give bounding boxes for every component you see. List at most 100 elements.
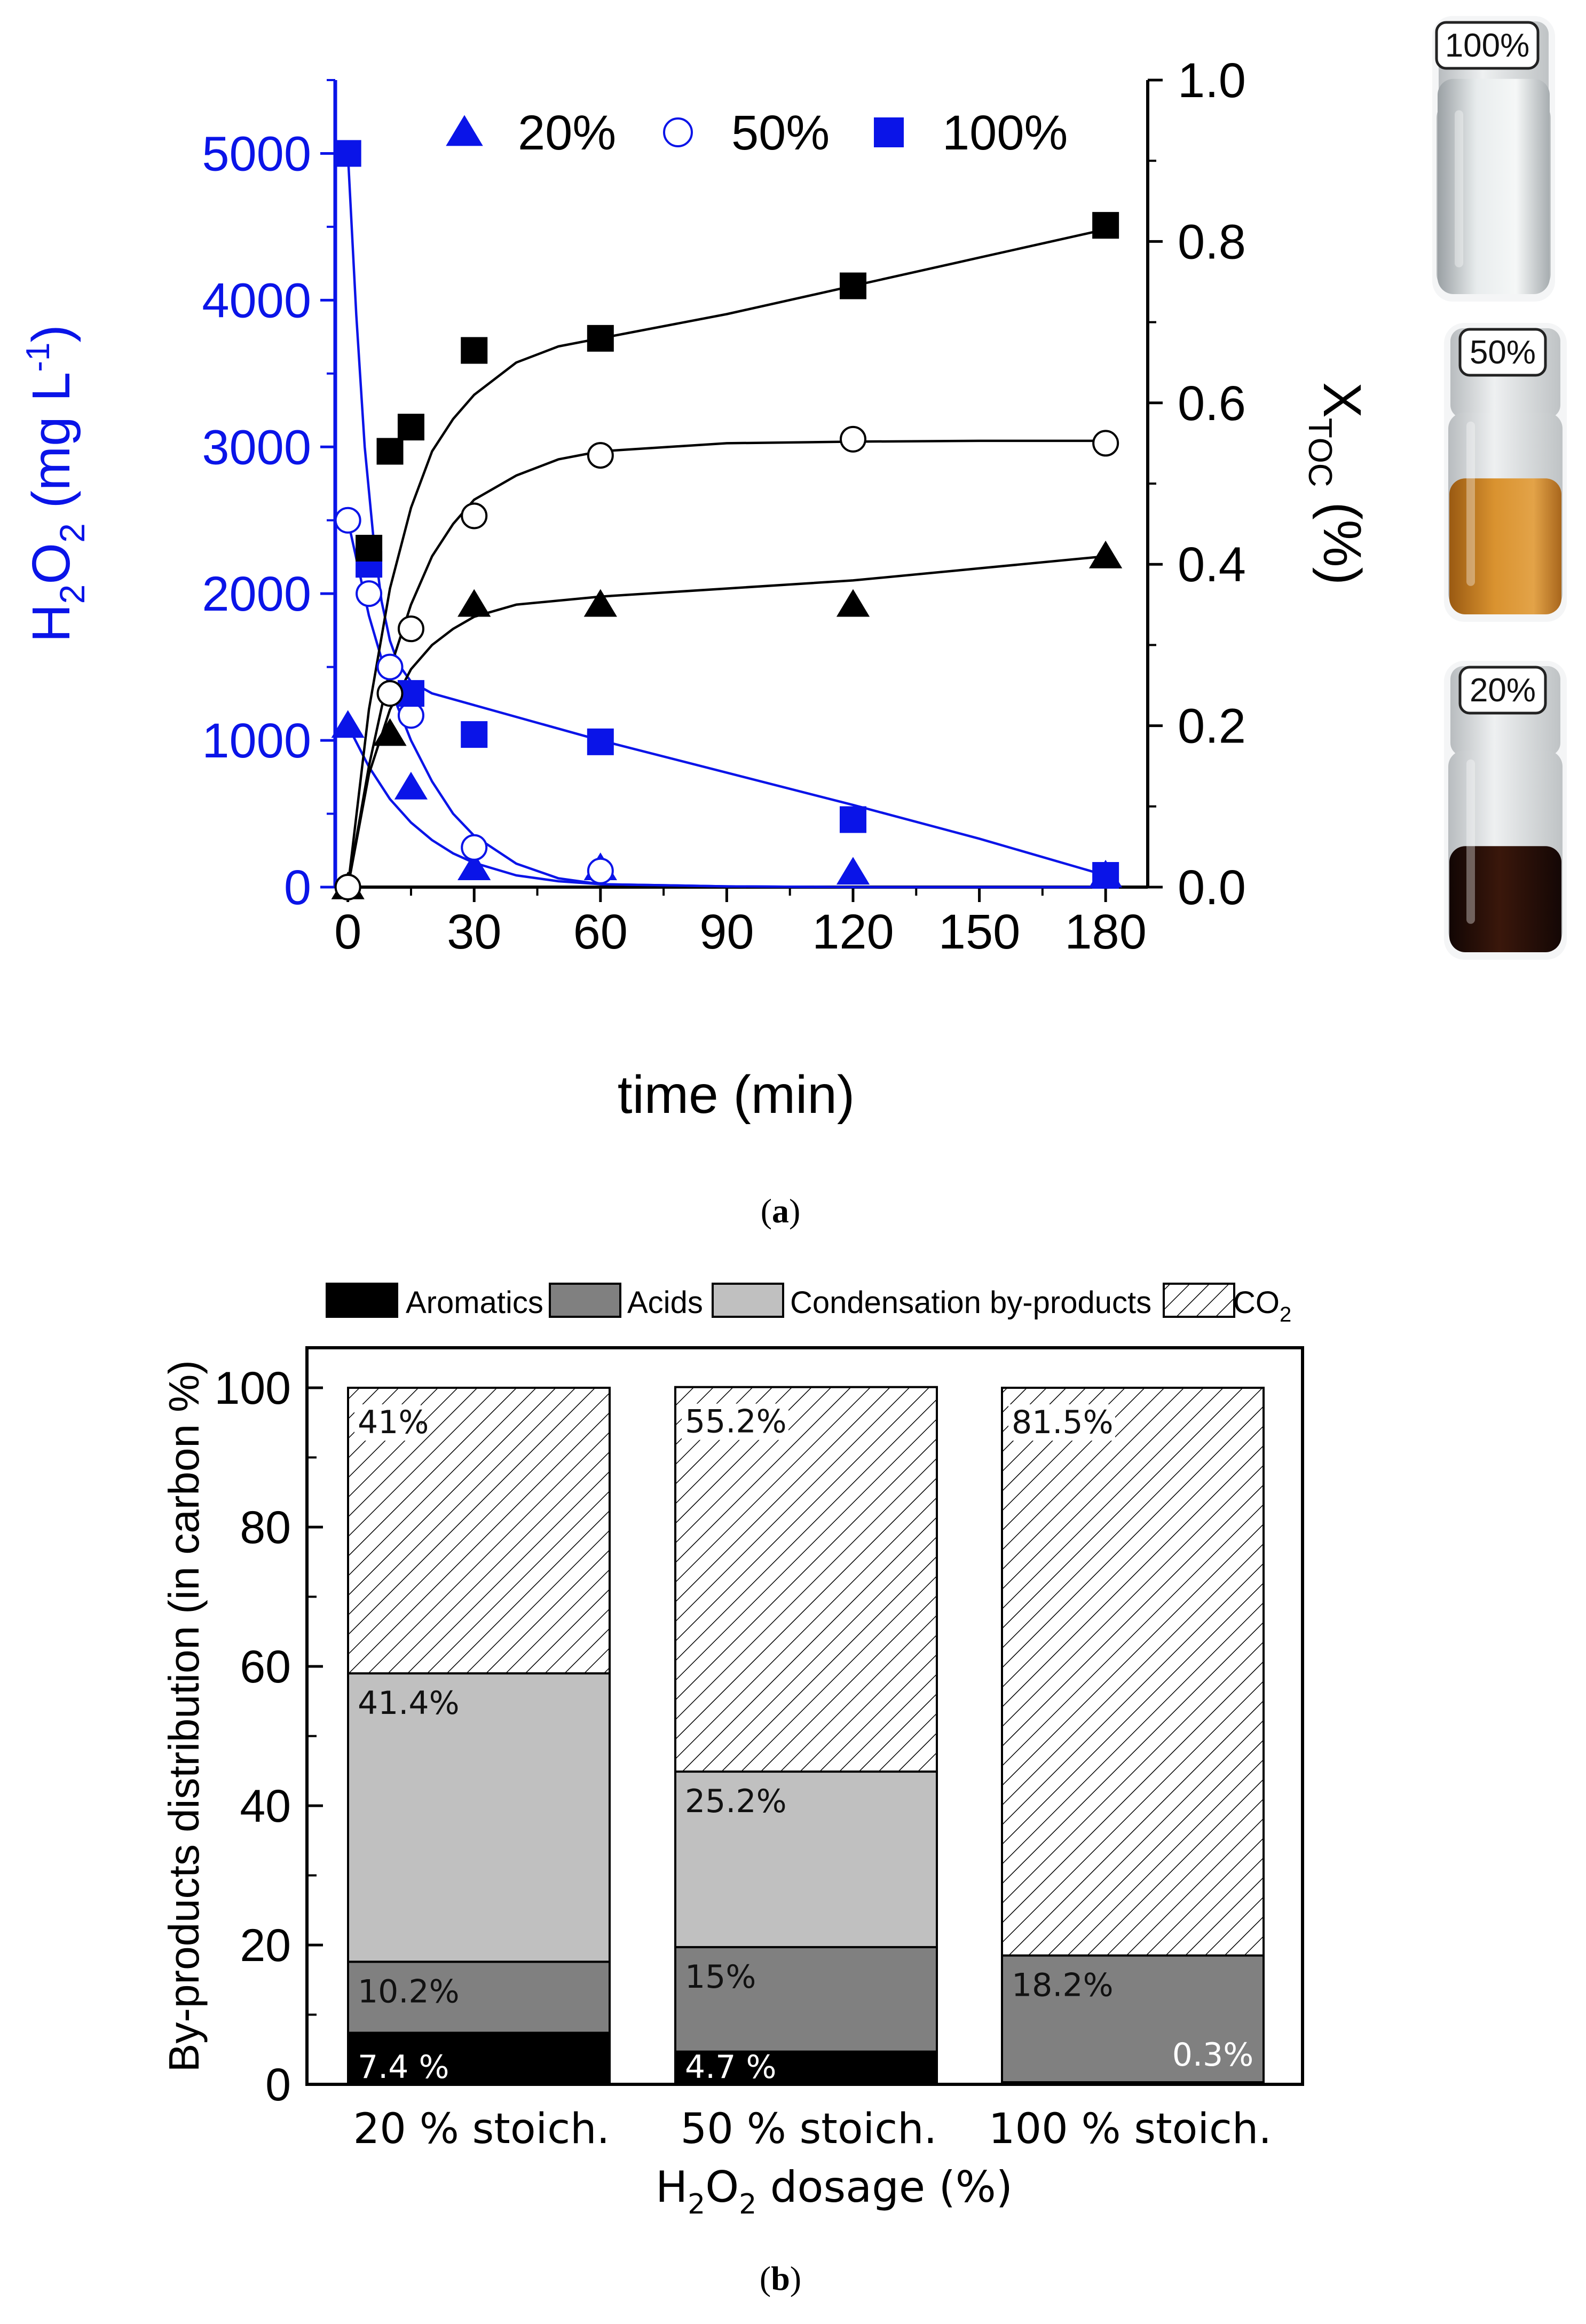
label-part: O (21, 543, 81, 584)
bar-value-label: 7.4 % (358, 2049, 449, 2086)
label-part: O (705, 2162, 739, 2212)
label-part: ) (21, 325, 81, 342)
y-left-axis-label: H2O2 (mg L-1) (20, 325, 92, 642)
data-point-XTOC-100% (461, 337, 488, 364)
vial-label-box (1435, 21, 1540, 70)
vial-liquid (1449, 478, 1561, 614)
vial-label: 50% (1470, 334, 1536, 371)
bar-value-label: 41% (358, 1404, 429, 1441)
bar-segment-co2 (1001, 1387, 1265, 1957)
y-right-tick-label: 0.0 (1178, 860, 1246, 915)
legend-label-co2: CO2 (1233, 1285, 1291, 1326)
fit-curve-XTOC-50% (346, 439, 1106, 888)
label-part: (mg L (21, 372, 81, 523)
legend-swatch-co2 (1163, 1283, 1235, 1318)
bar-value-label: 18.2% (1012, 1967, 1114, 2004)
label-part: H (656, 2162, 688, 2212)
vial-liquid (1438, 78, 1550, 294)
y-right-tick-label: 0.4 (1178, 537, 1246, 592)
legend-label-condensation: Condensation by-products (790, 1285, 1151, 1320)
bar-value-label: 0.3% (1172, 2036, 1253, 2074)
x-tick-label: 120 (812, 905, 894, 959)
bar-value-label: 10.2% (358, 1973, 460, 2010)
data-point-H2O2-100% (587, 728, 614, 755)
label-part: 2 (688, 2188, 705, 2220)
legend-label-aromatics: Aromatics (406, 1285, 543, 1320)
bar-segment-acids (674, 1946, 938, 2053)
y-left-tick-label: 0 (284, 860, 311, 915)
vial-highlight (1466, 421, 1475, 586)
legend-label-20%: 20% (518, 106, 616, 160)
bar-value-label: 4.7 % (685, 2049, 777, 2086)
bar-value-label-bg (354, 1404, 421, 1441)
label-part: CO (1233, 1285, 1280, 1320)
data-point-XTOC-50% (1092, 430, 1119, 457)
label-part: 2 (52, 584, 92, 604)
y-right-tick-label: 0.8 (1178, 215, 1246, 269)
bar-value-label: 41.4% (358, 1685, 460, 1722)
data-point-XTOC-50% (397, 615, 424, 643)
vial-highlight (1455, 110, 1463, 267)
label-part: 2 (52, 523, 92, 543)
bar-segment-acids (347, 1961, 611, 2034)
data-point-XTOC-100% (839, 272, 866, 299)
data-point-H2O2-100% (839, 806, 866, 833)
x-category-label: 50 % stoich. (681, 2105, 937, 2153)
vial-label-box (1458, 666, 1547, 715)
bar-value-label: 15% (685, 1958, 756, 1996)
bar-value-label: 55.2% (685, 1403, 787, 1441)
y-right-axis-label: XTOC (%) (1301, 382, 1372, 585)
data-point-H2O2-50% (334, 507, 361, 534)
legend-label-acids: Acids (627, 1285, 703, 1320)
bar-value-label: 25.2% (685, 1783, 787, 1820)
y-right-tick-label: 0.2 (1178, 699, 1246, 754)
x-tick-label: 0 (334, 905, 361, 959)
data-point-H2O2-50% (356, 580, 383, 607)
label-part: dosage (%) (756, 2162, 1013, 2212)
x-tick-label: 180 (1064, 905, 1147, 959)
data-point-H2O2-100% (461, 721, 488, 748)
y-left-tick-label: 3000 (202, 420, 311, 475)
y-right-tick-label: 0.6 (1178, 376, 1246, 431)
data-point-H2O2-100% (1092, 862, 1119, 889)
data-point-XTOC-100% (356, 534, 383, 562)
data-point-XTOC-20% (457, 589, 491, 617)
data-point-H2O2-50% (587, 857, 614, 884)
x-axis-label: H2O2 dosage (%) (656, 2162, 1013, 2220)
label-part: Condensation by-products (790, 1285, 1151, 1320)
y-tick-label: 100 (215, 1363, 291, 1414)
y-tick-label: 0 (265, 2059, 291, 2110)
data-point-H2O2-100% (334, 140, 361, 167)
vial-label: 100% (1445, 27, 1530, 64)
vial-20%: 20% (1444, 661, 1567, 960)
legend-label-50%: 50% (731, 106, 830, 160)
vial-label-box (1458, 328, 1547, 377)
legend-label-100%: 100% (942, 106, 1068, 160)
label-part: 2 (1280, 1303, 1291, 1326)
data-point-XTOC-50% (334, 874, 361, 900)
data-point-XTOC-20% (373, 718, 407, 746)
bar-value-label-bg (682, 1403, 788, 1440)
panel-a-caption: (a) (761, 1192, 801, 1230)
data-point-XTOC-20% (583, 589, 617, 617)
y-left-tick-label: 4000 (202, 273, 311, 328)
vial-100%: 100% (1432, 16, 1555, 302)
bar-segment-co2 (674, 1386, 938, 1773)
x-tick-label: 150 (938, 905, 1021, 959)
y-right-tick-label: 1.0 (1178, 53, 1246, 108)
bar-value-label: 81.5% (1012, 1404, 1114, 1441)
label-part: TOC (1301, 418, 1338, 487)
y-left-tick-label: 5000 (202, 127, 311, 181)
y-tick-label: 20 (240, 1920, 291, 1971)
data-point-H2O2-50% (397, 702, 424, 729)
legend-swatch-acids (549, 1283, 621, 1318)
label-part: (%) (1312, 487, 1372, 585)
label-part: -1 (20, 343, 57, 372)
legend-marker-20% (446, 115, 483, 146)
data-point-XTOC-50% (839, 425, 866, 453)
x-tick-label: 60 (573, 905, 628, 959)
panel-b-caption: (b) (760, 2259, 801, 2297)
y-tick-label: 40 (240, 1781, 291, 1832)
